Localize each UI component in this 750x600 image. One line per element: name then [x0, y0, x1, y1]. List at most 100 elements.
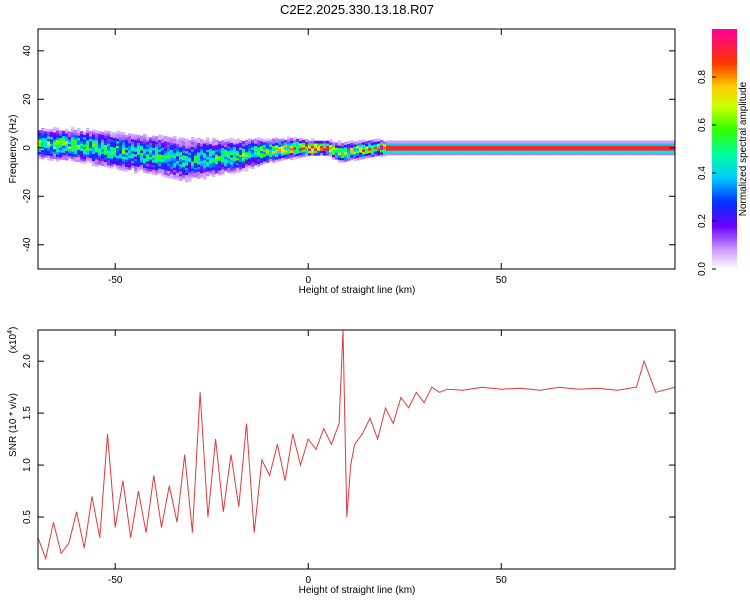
spectrogram-cell	[494, 150, 498, 153]
spectrogram-cell	[455, 152, 459, 156]
spectrogram-cell	[341, 145, 345, 149]
spectrogram-cell	[59, 139, 63, 143]
spectrogram-cell	[158, 161, 162, 164]
spectrogram-cell	[188, 154, 192, 158]
spectrogram-cell	[140, 140, 144, 144]
spectrogram-cell	[167, 139, 171, 143]
snr-y-scale-label: (x104)	[7, 327, 19, 354]
spectrogram-cell	[308, 143, 312, 147]
spectrogram-cell	[98, 140, 102, 144]
spectrogram-cell	[341, 157, 345, 161]
spectrogram-cell	[662, 152, 666, 156]
spectrogram-cell	[281, 143, 285, 146]
spectrogram-cell	[500, 147, 504, 151]
spectrogram-cell	[41, 149, 45, 153]
spectrogram-cell	[74, 151, 78, 155]
spectrogram-cell	[152, 135, 156, 139]
spectrogram-cell	[659, 152, 663, 156]
spectrogram-cell	[656, 142, 660, 146]
spectrogram-cell	[152, 162, 156, 165]
spectrogram-cell	[53, 141, 57, 145]
spectrogram-cell	[125, 149, 129, 153]
spectrogram-cell	[179, 163, 183, 167]
spectrogram-cell	[188, 176, 192, 180]
spectrogram-cell	[617, 145, 621, 149]
spectrogram-cell	[167, 148, 171, 152]
spectrogram-cell	[329, 144, 333, 148]
spectrogram-cell	[317, 140, 321, 144]
spectrogram-cell	[629, 140, 633, 144]
spectrogram-cell	[194, 145, 198, 149]
spectrogram-cell	[101, 139, 105, 143]
spectrogram-cell	[236, 138, 240, 142]
spectrogram-cell	[224, 161, 228, 164]
spectrogram-cell	[545, 152, 549, 156]
spectrogram-cell	[440, 145, 444, 149]
spectrogram-cell	[233, 141, 237, 145]
spectrogram-cell	[140, 147, 144, 151]
spectrogram-cell	[419, 150, 423, 153]
spectrogram-cell	[485, 150, 489, 153]
spectrogram-cell	[80, 159, 84, 163]
spectrogram-cell	[413, 152, 417, 156]
spectrogram-cells	[38, 127, 675, 183]
spectrogram-cell	[344, 146, 348, 150]
spectrogram-cell	[458, 150, 462, 153]
spectrogram-cell	[266, 152, 270, 156]
spectrogram-cell	[38, 134, 42, 138]
spectrogram-cell	[437, 145, 441, 149]
spectrogram-cell	[179, 173, 183, 177]
spectrogram-cell	[482, 140, 486, 144]
spectrogram-cell	[278, 158, 282, 162]
spectrogram-cell	[152, 147, 156, 151]
spectrogram-cell	[221, 154, 225, 158]
spectrogram-cell	[284, 151, 288, 155]
spectrogram-cell	[131, 136, 135, 140]
spectrogram-cell	[251, 154, 255, 157]
spectrogram-cell	[461, 152, 465, 156]
spectrogram-cell	[329, 153, 333, 157]
spectrogram-cell	[356, 145, 360, 149]
spectrogram-cell	[620, 145, 624, 149]
spectrogram-cell	[56, 134, 60, 138]
spectrogram-cell	[158, 146, 162, 150]
spectrogram-y-tick-label: 0	[22, 145, 33, 151]
spectrogram-cell	[224, 141, 228, 145]
spectrogram-cell	[179, 175, 183, 179]
spectrogram-cell	[209, 165, 213, 169]
spectrogram-cell	[53, 129, 57, 133]
spectrogram-cell	[170, 149, 174, 153]
spectrogram-cell	[218, 148, 222, 152]
spectrogram-cell	[266, 155, 270, 158]
spectrogram-cell	[578, 150, 582, 153]
spectrogram-cell	[215, 166, 219, 169]
spectrogram-cell	[527, 150, 531, 153]
spectrogram-cell	[611, 152, 615, 156]
spectrogram-cell	[203, 152, 207, 156]
spectrogram-cell	[113, 132, 117, 136]
spectrogram-cell	[80, 131, 84, 135]
spectrogram-cell	[446, 152, 450, 156]
spectrogram-cell	[641, 150, 645, 153]
spectrogram-cell	[158, 151, 162, 155]
spectrogram-cell	[44, 135, 48, 139]
spectrogram-cell	[245, 166, 249, 170]
spectrogram-cell	[41, 142, 45, 146]
spectrogram-cell	[47, 138, 51, 142]
spectrogram-cell	[425, 142, 429, 146]
spectrogram-cell	[125, 161, 129, 165]
spectrogram-cell	[116, 140, 120, 144]
spectrogram-cell	[119, 141, 123, 145]
spectrogram-cell	[347, 145, 351, 149]
spectrogram-cell	[200, 146, 204, 150]
spectrogram-cell	[290, 157, 294, 161]
spectrogram-cell	[491, 140, 495, 144]
spectrogram-cell	[395, 150, 399, 153]
spectrogram-cell	[653, 145, 657, 149]
spectrogram-cell	[167, 160, 171, 164]
spectrogram-cell	[461, 147, 465, 151]
spectrogram-cell	[137, 163, 141, 167]
spectrogram-cell	[176, 153, 180, 157]
spectrogram-cell	[668, 140, 672, 144]
spectrogram-cell	[593, 145, 597, 149]
